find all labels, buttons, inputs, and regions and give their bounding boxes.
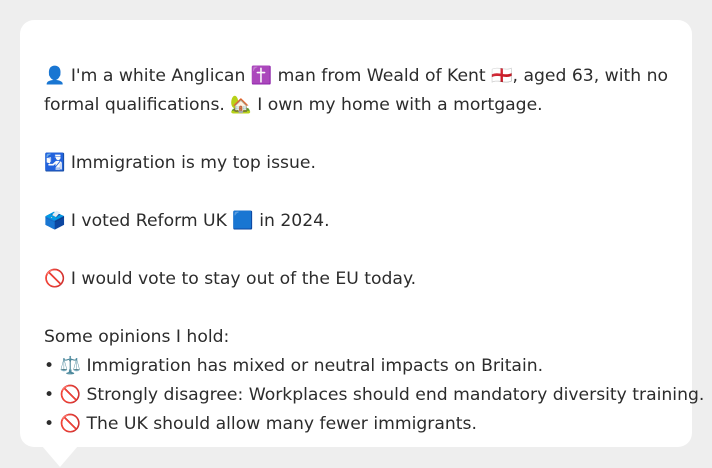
opinions-heading: Some opinions I hold: <box>44 327 230 347</box>
profile-line-2: formal qualifications. 🏡 I own my home w… <box>44 95 543 115</box>
top-issue-text: 🛂 Immigration is my top issue. <box>44 153 316 173</box>
opinion-item: • 🚫 Strongly disagree: Workplaces should… <box>44 385 705 405</box>
spacer <box>44 236 668 265</box>
profile-line-1: 👤 I'm a white Anglican ✝️ man from Weald… <box>44 66 668 86</box>
opinion-item: • 🚫 The UK should allow many fewer immig… <box>44 414 477 434</box>
eu-text: 🚫 I would vote to stay out of the EU tod… <box>44 269 417 289</box>
spacer <box>44 178 668 207</box>
persona-message-bubble: 👤 I'm a white Anglican ✝️ man from Weald… <box>20 20 705 447</box>
vote-text: 🗳️ I voted Reform UK 🟦 in 2024. <box>44 211 330 231</box>
spacer <box>44 120 668 149</box>
bubble-tail <box>42 446 78 467</box>
opinion-item: • ⚖️ Immigration has mixed or neutral im… <box>44 356 544 376</box>
spacer <box>44 294 668 323</box>
